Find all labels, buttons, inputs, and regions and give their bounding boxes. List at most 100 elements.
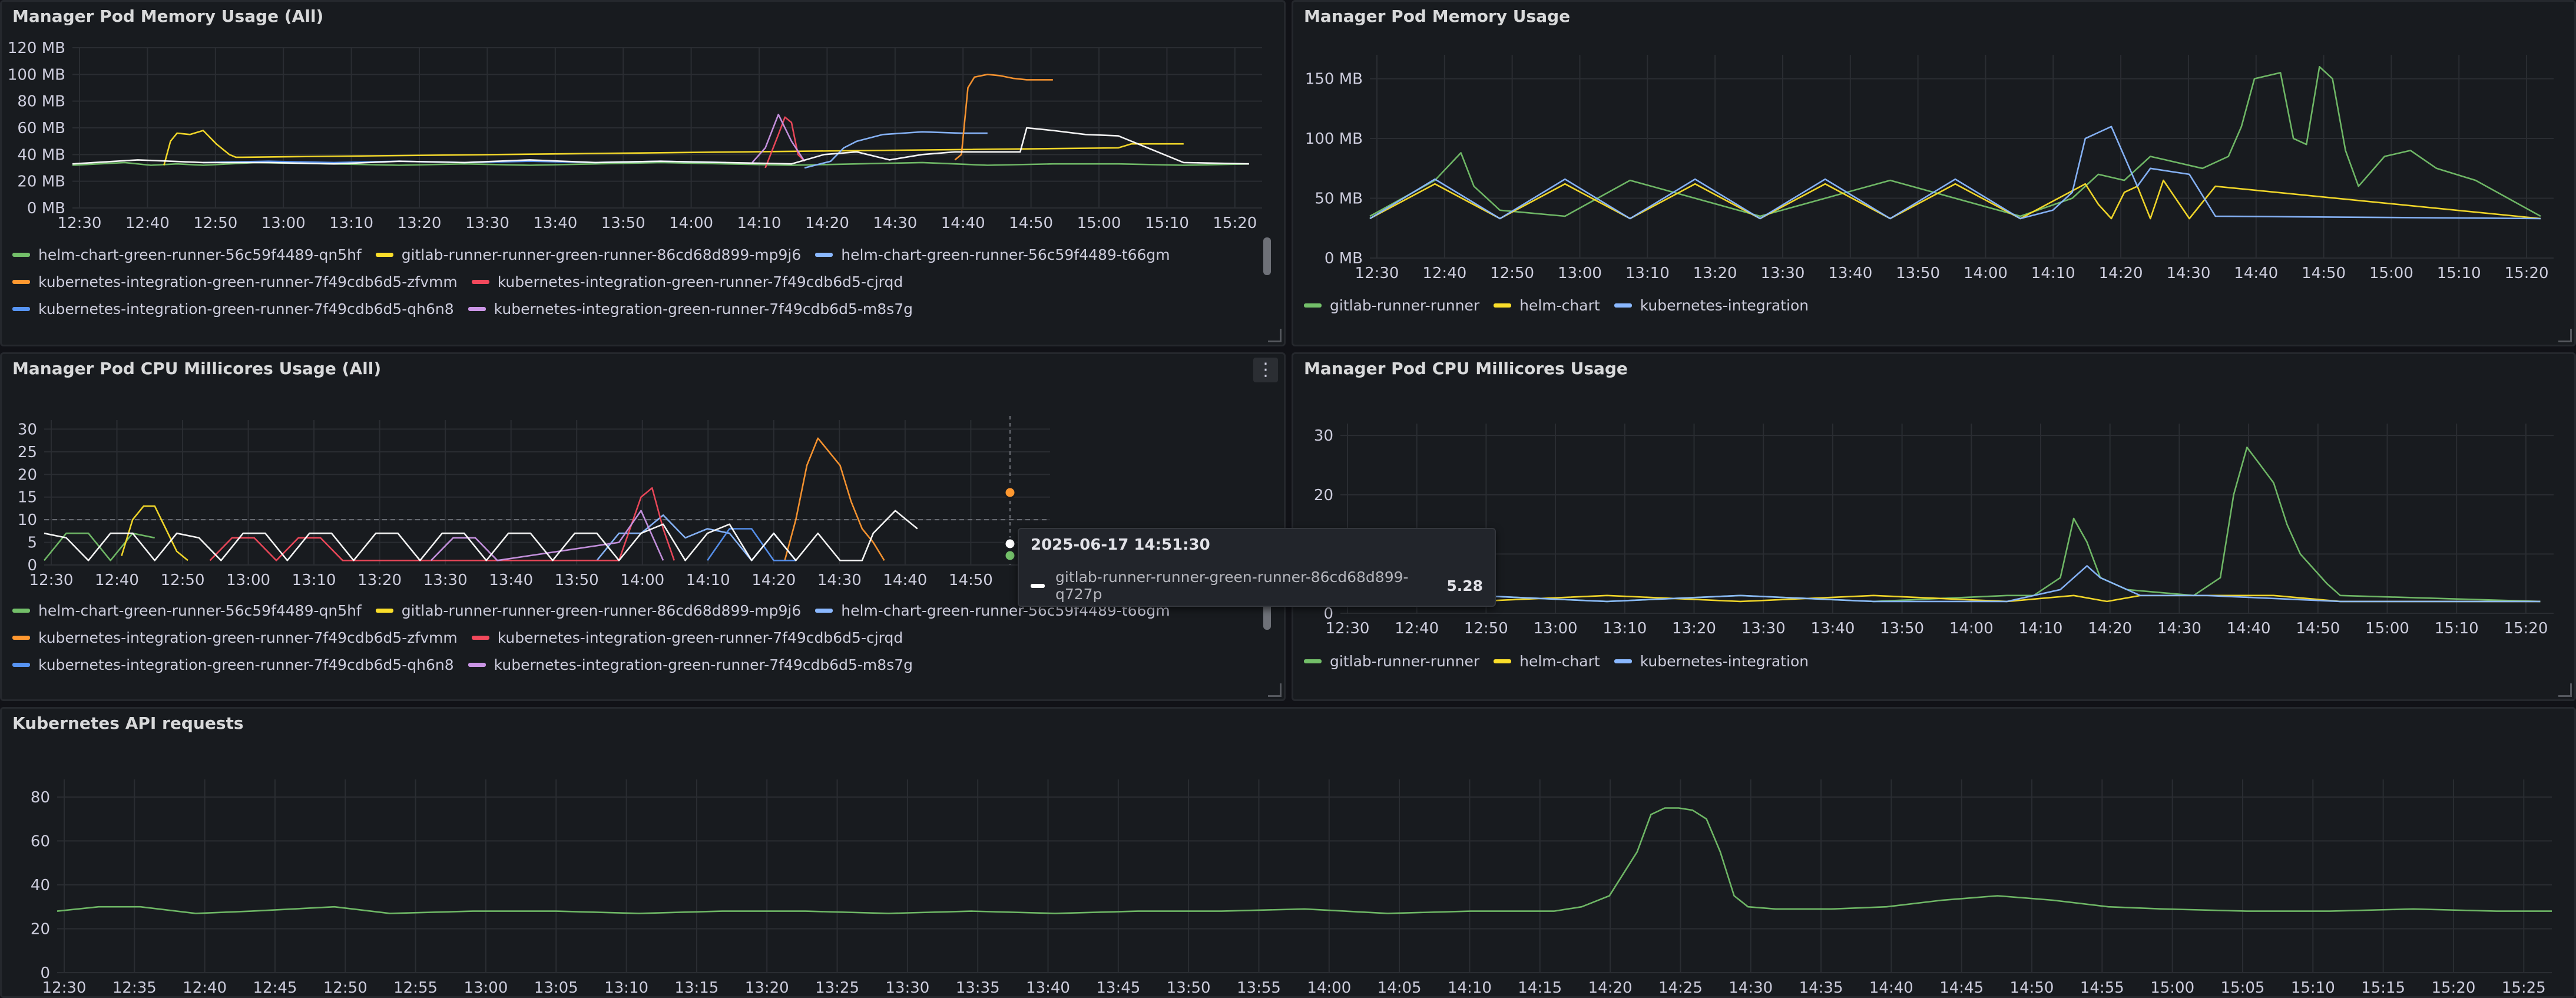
x-tick-label: 15:10	[2291, 979, 2335, 997]
series-line	[44, 510, 918, 561]
panel-menu-icon[interactable]: ⋮	[1253, 358, 1278, 382]
legend-item[interactable]: kubernetes-integration-green-runner-7f49…	[12, 300, 454, 318]
legend-item[interactable]: gitlab-runner-runner-green-runner-86cd68…	[375, 246, 801, 263]
chart-memory-all[interactable]: 0 MB 20 MB 40 MB 60 MB 80 MB 100 MB 120 MB 12:3…	[2, 2, 1286, 346]
y-tick-label: 0	[27, 557, 37, 574]
x-tick-label: 13:50	[1167, 979, 1211, 997]
legend-item[interactable]: kubernetes-integration	[1614, 297, 1809, 314]
y-tick-label: 30	[18, 421, 37, 438]
x-tick-label: 13:50	[555, 571, 599, 589]
x-tick-label: 13:20	[1672, 620, 1716, 637]
legend-item[interactable]: kubernetes-integration-green-runner-7f49…	[471, 273, 903, 290]
panel-cpu: Manager Pod CPU Millicores Usage 0102030…	[1292, 352, 2576, 701]
x-tick-label: 13:30	[423, 571, 468, 589]
legend-row: helm-chart-green-runner-56c59f4489-qn5hf…	[12, 241, 1260, 268]
series-line	[163, 130, 1184, 166]
legend-label: gitlab-runner-runner	[1330, 652, 1480, 670]
x-tick-label: 12:40	[125, 214, 170, 232]
panel-memory: Manager Pod Memory Usage 0 MB 50 MB 100 MB…	[1292, 0, 2576, 346]
legend-item[interactable]: kubernetes-integration-green-runner-7f49…	[468, 300, 913, 318]
legend-item[interactable]: helm-chart-green-runner-56c59f4489-qn5hf	[12, 602, 362, 619]
x-tick-label: 12:30	[1326, 620, 1370, 637]
hover-point	[1004, 549, 1017, 562]
series-line	[72, 161, 1249, 166]
x-tick-label: 15:20	[2505, 265, 2549, 282]
x-tick-label: 13:50	[1880, 620, 1924, 637]
legend-item[interactable]: kubernetes-integration-green-runner-7f49…	[12, 273, 458, 290]
x-tick-label: 14:55	[2080, 979, 2124, 997]
legend-item[interactable]: kubernetes-integration	[1614, 653, 1809, 670]
resize-handle-icon[interactable]	[1268, 329, 1282, 342]
legend-cpu-all: helm-chart-green-runner-56c59f4489-qn5hf…	[12, 597, 1260, 678]
legend-swatch	[375, 252, 393, 257]
resize-handle-icon[interactable]	[2558, 329, 2572, 342]
legend-row: gitlab-runner-runner helm-chart kubernetes…	[1304, 292, 2551, 319]
chart-cpu[interactable]: 010203012:3012:4012:5013:0013:1013:2013:…	[1293, 354, 2576, 701]
x-tick-label: 14:15	[1518, 979, 1562, 997]
legend-item[interactable]: gitlab-runner-runner	[1304, 653, 1479, 670]
x-tick-label: 13:15	[674, 979, 719, 997]
legend-item[interactable]: helm-chart-green-runner-56c59f4489-qn5hf	[12, 246, 362, 263]
legend-cpu: gitlab-runner-runner helm-chart kubernetes…	[1304, 647, 2551, 675]
x-tick-label: 12:30	[1355, 265, 1399, 282]
series-line	[707, 528, 796, 561]
legend-label: gitlab-runner-runner-green-runner-86cd68…	[401, 602, 802, 619]
x-tick-label: 14:50	[949, 571, 993, 589]
chart-memory[interactable]: 0 MB 50 MB 100 MB 150 MB 12:30 12:40 12:50 13:0…	[1293, 2, 2576, 346]
legend-swatch	[1494, 303, 1512, 308]
resize-handle-icon[interactable]	[2558, 683, 2572, 697]
legend-swatch	[12, 608, 30, 613]
series-line	[1340, 594, 2541, 603]
x-tick-label: 13:10	[292, 571, 336, 589]
legend-row: kubernetes-integration-green-runner-7f49…	[12, 295, 1260, 322]
x-tick-label: 13:45	[1096, 979, 1140, 997]
legend-item[interactable]: helm-chart	[1494, 297, 1600, 314]
legend-item[interactable]: kubernetes-integration-green-runner-7f49…	[468, 656, 913, 673]
x-tick-label: 15:15	[2361, 979, 2405, 997]
resize-handle-icon[interactable]	[1268, 683, 1282, 697]
series-line	[121, 505, 188, 561]
x-tick-label: 13:10	[329, 214, 373, 232]
legend-swatch	[375, 608, 393, 613]
y-tick-label: 0 MB	[27, 200, 65, 217]
y-tick-label: 20	[18, 466, 37, 484]
x-tick-label: 14:20	[2088, 620, 2132, 637]
x-tick-label: 15:00	[2365, 620, 2409, 637]
legend-item[interactable]: gitlab-runner-runner	[1304, 297, 1479, 314]
legend-item[interactable]: kubernetes-integration-green-runner-7f49…	[12, 629, 458, 646]
series-line	[804, 131, 988, 169]
legend-label: kubernetes-integration-green-runner-7f49…	[38, 629, 458, 646]
tooltip-series-name: gitlab-runner-runner-green-runner-86cd68…	[1055, 569, 1409, 603]
x-tick-label: 13:40	[1810, 620, 1855, 637]
y-tick-label: 20 MB	[17, 173, 65, 191]
legend-item[interactable]: kubernetes-integration-green-runner-7f49…	[12, 656, 454, 673]
legend-memory-all: helm-chart-green-runner-56c59f4489-qn5hf…	[12, 241, 1260, 322]
x-tick-label: 13:30	[885, 979, 929, 997]
x-tick-label: 14:00	[1949, 620, 1994, 637]
x-tick-label: 14:20	[1588, 979, 1633, 997]
chart-api-requests[interactable]: 0 20 40 60 80 12:30 12:35 12:40 12:45 12:50 12:55 1…	[2, 709, 2576, 998]
legend-swatch	[1304, 659, 1322, 663]
x-tick-label: 14:30	[817, 571, 862, 589]
panel-title: Manager Pod CPU Millicores Usage	[1304, 359, 1628, 378]
x-tick-label: 15:00	[1077, 214, 1121, 232]
chart-cpu-all[interactable]: 0 5 10 15 20 25 30 12:30 12:40 12:50 13:00 13:10 13:…	[2, 354, 1286, 701]
y-tick-label: 40	[31, 877, 50, 894]
legend-label: kubernetes-integration-green-runner-7f49…	[494, 300, 913, 318]
legend-row: gitlab-runner-runner helm-chart kubernetes…	[1304, 647, 2551, 675]
legend-item[interactable]: helm-chart-green-runner-56c59f4489-t66gm	[815, 246, 1170, 263]
legend-item[interactable]: gitlab-runner-runner-green-runner-86cd68…	[375, 602, 802, 619]
y-tick-label: 20	[1314, 487, 1333, 504]
x-tick-label: 14:50	[2296, 620, 2340, 637]
x-tick-label: 12:40	[95, 571, 139, 589]
legend-label: helm-chart-green-runner-56c59f4489-t66gm	[841, 246, 1170, 263]
x-tick-label: 13:00	[226, 571, 270, 589]
y-tick-label: 0	[40, 964, 50, 982]
legend-item[interactable]: kubernetes-integration-green-runner-7f49…	[471, 629, 903, 646]
legend-item[interactable]: helm-chart	[1494, 653, 1600, 670]
tooltip-value: 5.28	[1446, 577, 1483, 594]
x-tick-label: 14:30	[2157, 620, 2201, 637]
x-tick-label: 14:20	[805, 214, 849, 232]
legend-scrollbar[interactable]	[1263, 237, 1271, 275]
x-tick-label: 12:30	[58, 214, 102, 232]
